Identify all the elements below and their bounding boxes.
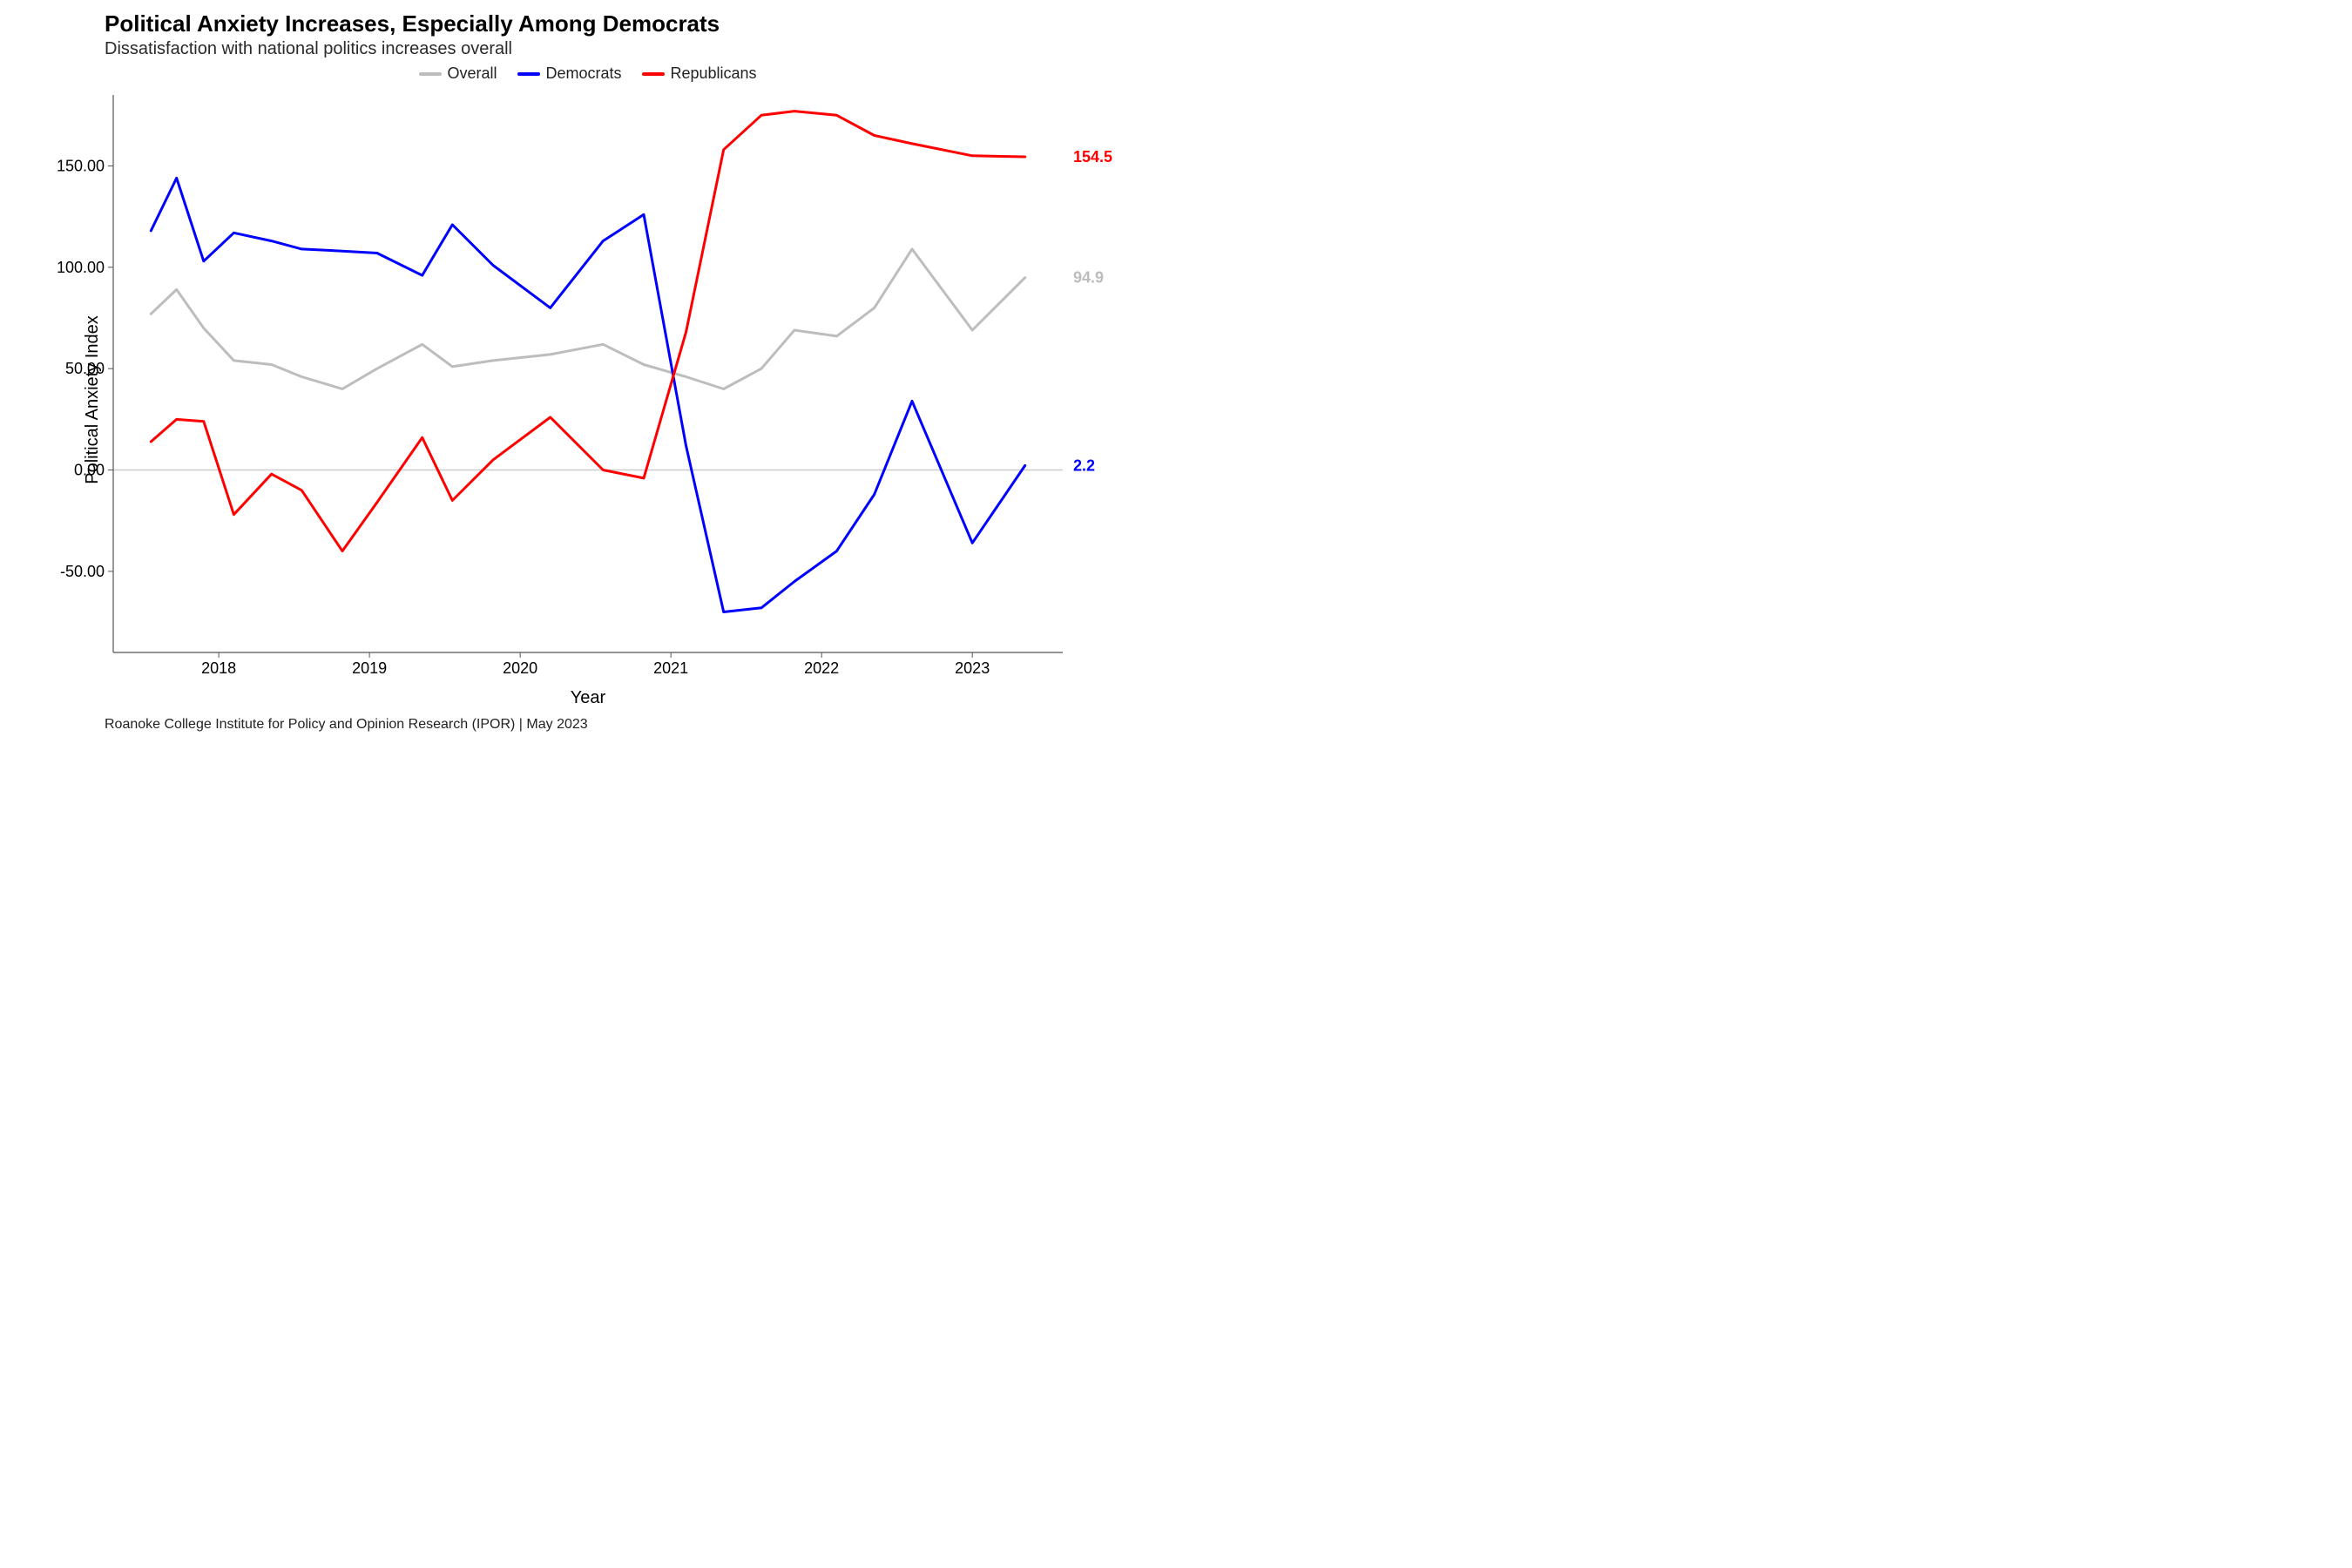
- chart-area: Political Anxiety Index -50.000.0050.001…: [17, 86, 1159, 713]
- legend-swatch-republicans: [642, 72, 665, 76]
- legend-label-democrats: Democrats: [545, 64, 621, 83]
- x-tick-label: 2019: [352, 659, 387, 677]
- legend: Overall Democrats Republicans: [17, 64, 1159, 83]
- end-label-republicans: 154.5: [1073, 148, 1112, 166]
- y-axis-label: Political Anxiety Index: [83, 315, 103, 483]
- x-tick-label: 2021: [653, 659, 688, 677]
- legend-swatch-overall: [419, 72, 442, 76]
- x-axis-label: Year: [571, 688, 605, 708]
- legend-swatch-democrats: [517, 72, 540, 76]
- end-label-overall: 94.9: [1073, 269, 1104, 287]
- chart-subtitle: Dissatisfaction with national politics i…: [105, 39, 1159, 59]
- end-label-democrats: 2.2: [1073, 456, 1095, 474]
- y-tick-label: 100.00: [57, 259, 105, 276]
- x-tick-label: 2018: [201, 659, 236, 677]
- x-tick-label: 2023: [955, 659, 990, 677]
- series-democrats: [151, 178, 1024, 612]
- legend-label-overall: Overall: [447, 64, 497, 83]
- chart-caption: Roanoke College Institute for Policy and…: [105, 717, 1159, 733]
- x-tick-label: 2020: [503, 659, 537, 677]
- series-overall: [151, 249, 1024, 389]
- legend-label-republicans: Republicans: [670, 64, 756, 83]
- chart-title: Political Anxiety Increases, Especially …: [105, 10, 1159, 37]
- legend-item-democrats: Democrats: [517, 64, 621, 83]
- legend-item-overall: Overall: [419, 64, 497, 83]
- chart-svg: -50.000.0050.00100.00150.002018201920202…: [17, 86, 1159, 679]
- legend-item-republicans: Republicans: [642, 64, 756, 83]
- series-republicans: [151, 112, 1024, 551]
- y-tick-label: 150.00: [57, 157, 105, 174]
- chart-container: Political Anxiety Increases, Especially …: [0, 0, 1176, 784]
- y-tick-label: -50.00: [60, 563, 105, 580]
- x-tick-label: 2022: [804, 659, 839, 677]
